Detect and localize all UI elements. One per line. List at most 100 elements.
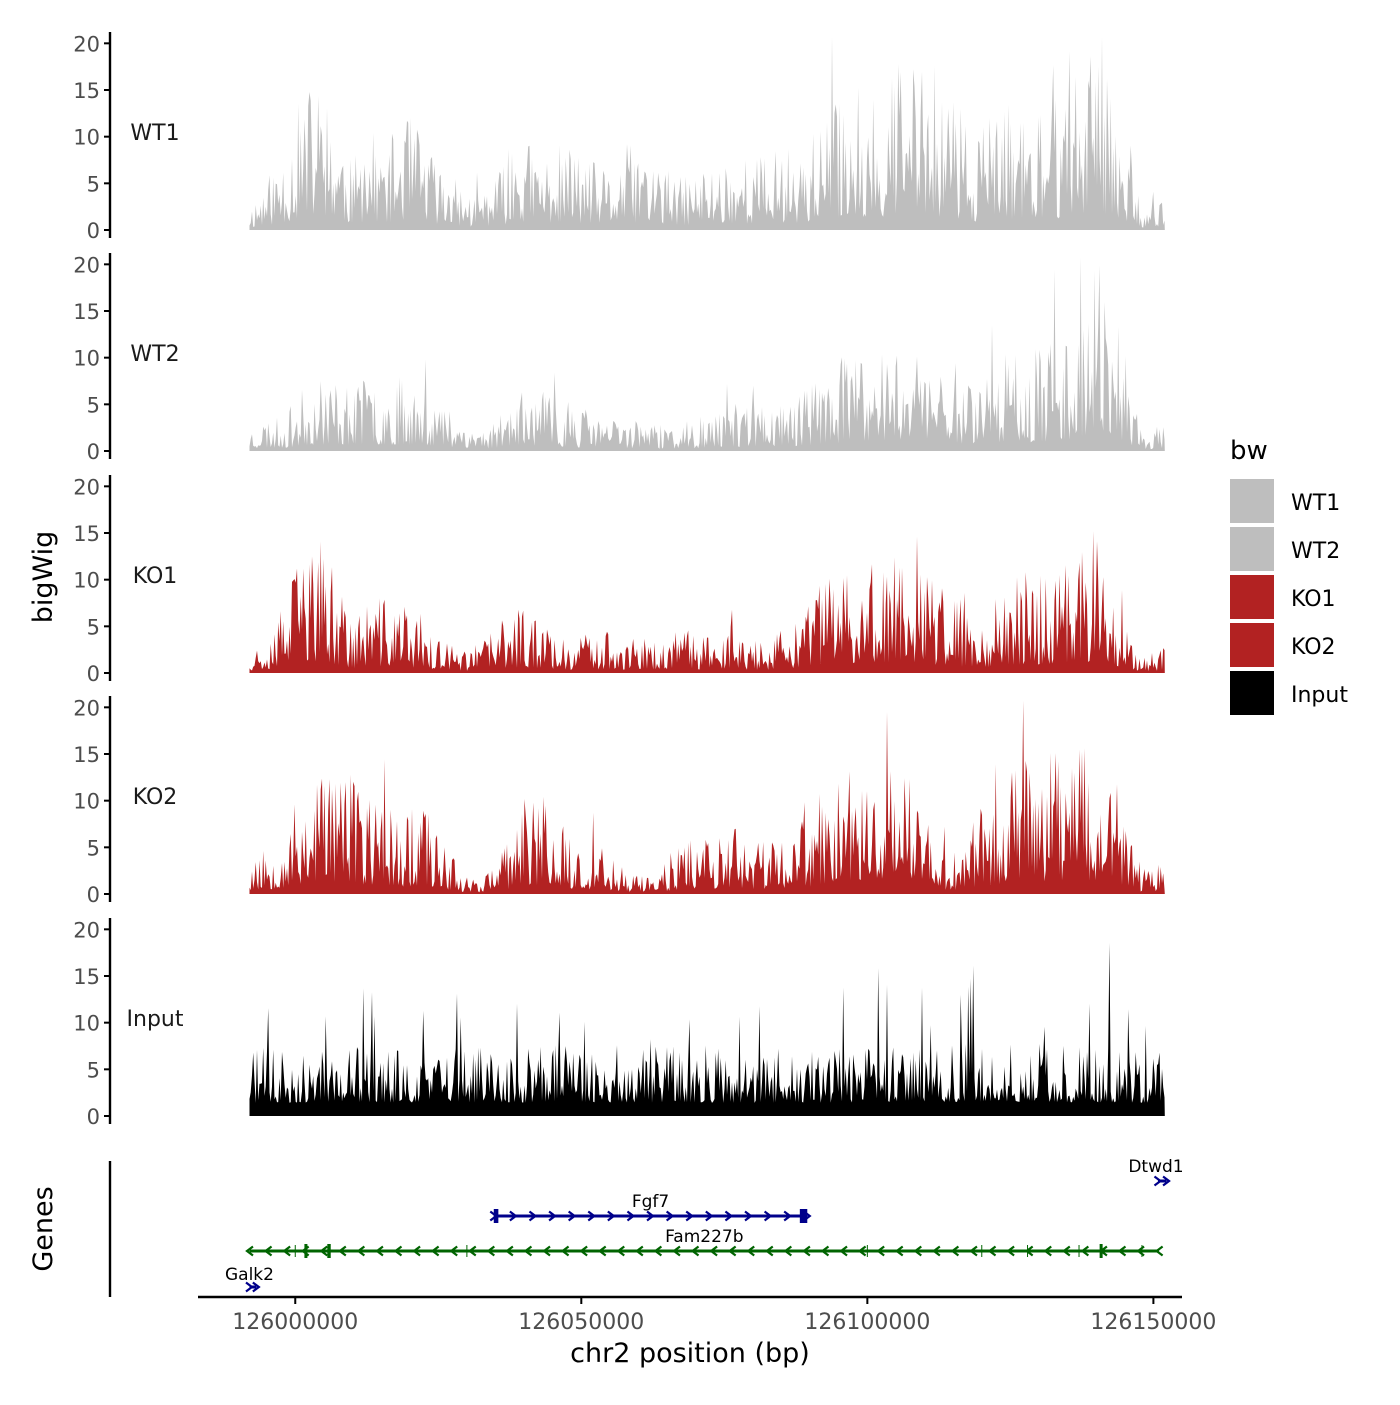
exon-block (304, 1244, 308, 1258)
signal-tracks: 0 5 10 15 20 WT1 0 5 10 15 20 WT2 0 5 10 15 20 KO1 0 5 10 15 2… (73, 32, 1165, 1129)
strand-arrow (746, 1245, 755, 1257)
legend-label: WT2 (1291, 539, 1340, 564)
strand-arrow (616, 1245, 625, 1257)
gene-galk2: Galk2 (225, 1265, 274, 1293)
strand-arrow (950, 1245, 960, 1257)
strand-arrow (894, 1245, 904, 1257)
strand-arrow (857, 1245, 867, 1257)
y-tick-label: 5 (87, 1058, 100, 1082)
track-panel-ko2: 0 5 10 15 20 KO2 (73, 696, 1165, 907)
strand-arrow (607, 1210, 616, 1222)
strand-arrow (705, 1210, 714, 1222)
y-tick-label: 20 (73, 32, 100, 56)
strand-arrow (685, 1210, 695, 1222)
strand-arrow (1162, 1175, 1171, 1187)
track-label: WT2 (130, 342, 179, 367)
strand-arrow (542, 1245, 551, 1257)
legend-label: WT1 (1291, 491, 1340, 516)
strand-arrow (913, 1245, 922, 1257)
signal-area-input (249, 942, 1165, 1116)
strand-arrow (467, 1245, 477, 1257)
legend-swatch (1230, 575, 1274, 619)
strand-arrow (393, 1245, 403, 1257)
strand-arrow (597, 1245, 607, 1257)
strand-arrow (646, 1210, 655, 1222)
strand-arrow (724, 1210, 734, 1222)
strand-arrow (626, 1210, 636, 1222)
strand-arrow (523, 1245, 533, 1257)
strand-arrow (587, 1210, 597, 1222)
strand-arrow (690, 1245, 700, 1257)
strand-arrow (319, 1245, 328, 1257)
strand-arrow (252, 1281, 261, 1293)
track-panel-input: 0 5 10 15 20 Input (73, 918, 1165, 1129)
y-tick-label: 0 (87, 440, 100, 464)
strand-arrow (449, 1245, 458, 1257)
strand-arrow (932, 1245, 941, 1257)
strand-arrow (560, 1245, 570, 1257)
track-panel-wt2: 0 5 10 15 20 WT2 (73, 253, 1165, 464)
strand-arrow (528, 1210, 538, 1222)
track-panel-wt1: 0 5 10 15 20 WT1 (73, 32, 1165, 243)
y-tick-label: 20 (73, 918, 100, 942)
y-tick-label: 10 (73, 347, 100, 371)
track-label: Input (127, 1007, 184, 1032)
gene-fgf7: Fgf7 (489, 1192, 812, 1223)
gene-track: Fgf7 Fam227b Galk2 Dtwd1 (108, 1157, 1184, 1297)
legend-entry-input: Input (1230, 671, 1348, 715)
legend-title: bw (1230, 436, 1268, 466)
gene-label: Fam227b (665, 1227, 743, 1247)
strand-arrow (375, 1245, 384, 1257)
strand-arrow (1153, 1175, 1163, 1187)
strand-arrow (579, 1245, 588, 1257)
legend-entry-wt2: WT2 (1230, 527, 1340, 571)
signal-area-wt2 (249, 257, 1165, 451)
strand-arrow (509, 1210, 518, 1222)
legend-entry-ko2: KO2 (1230, 623, 1336, 667)
strand-arrow (727, 1245, 737, 1257)
gene-dtwd1: Dtwd1 (1128, 1157, 1184, 1187)
y-tick-label: 5 (87, 393, 100, 417)
strand-arrow (969, 1245, 978, 1257)
strand-arrow (634, 1245, 644, 1257)
strand-arrow (567, 1210, 577, 1222)
strand-arrow (1006, 1245, 1015, 1257)
strand-arrow (763, 1210, 773, 1222)
exon-block (327, 1244, 331, 1258)
strand-arrow (764, 1245, 774, 1257)
legend-label: KO2 (1291, 635, 1336, 660)
y-tick-label: 10 (73, 1012, 100, 1036)
exon-block (493, 1209, 499, 1223)
x-axis-label: chr2 position (bp) (570, 1338, 810, 1369)
strand-arrow (282, 1245, 291, 1257)
y-tick-label: 15 (73, 79, 100, 103)
strand-arrow (1061, 1245, 1071, 1257)
strand-arrow (1043, 1245, 1052, 1257)
strand-arrow (1154, 1245, 1164, 1257)
y-tick-label: 10 (73, 126, 100, 150)
exon-block (1099, 1244, 1103, 1258)
genes-axis-label: Genes (28, 1186, 59, 1271)
y-tick-label: 0 (87, 1105, 100, 1129)
strand-arrow (653, 1245, 663, 1257)
signal-area-ko2 (249, 700, 1165, 894)
strand-arrow (783, 1210, 793, 1222)
strand-arrow (876, 1245, 885, 1257)
y-axis-label: bigWig (28, 531, 59, 624)
legend-label: KO1 (1291, 587, 1336, 612)
strand-arrow (356, 1245, 366, 1257)
y-tick-label: 15 (73, 522, 100, 546)
x-tick-label: 126100000 (804, 1310, 930, 1335)
legend-entry-ko1: KO1 (1230, 575, 1336, 619)
strand-arrow (820, 1245, 830, 1257)
y-tick-label: 0 (87, 883, 100, 907)
strand-arrow (548, 1210, 557, 1222)
gene-fam227b: Fam227b (245, 1227, 1164, 1258)
x-tick-label: 126000000 (232, 1310, 358, 1335)
strand-arrow (1117, 1245, 1127, 1257)
strand-arrow (337, 1245, 347, 1257)
track-label: KO1 (133, 564, 178, 589)
y-tick-label: 15 (73, 300, 100, 324)
